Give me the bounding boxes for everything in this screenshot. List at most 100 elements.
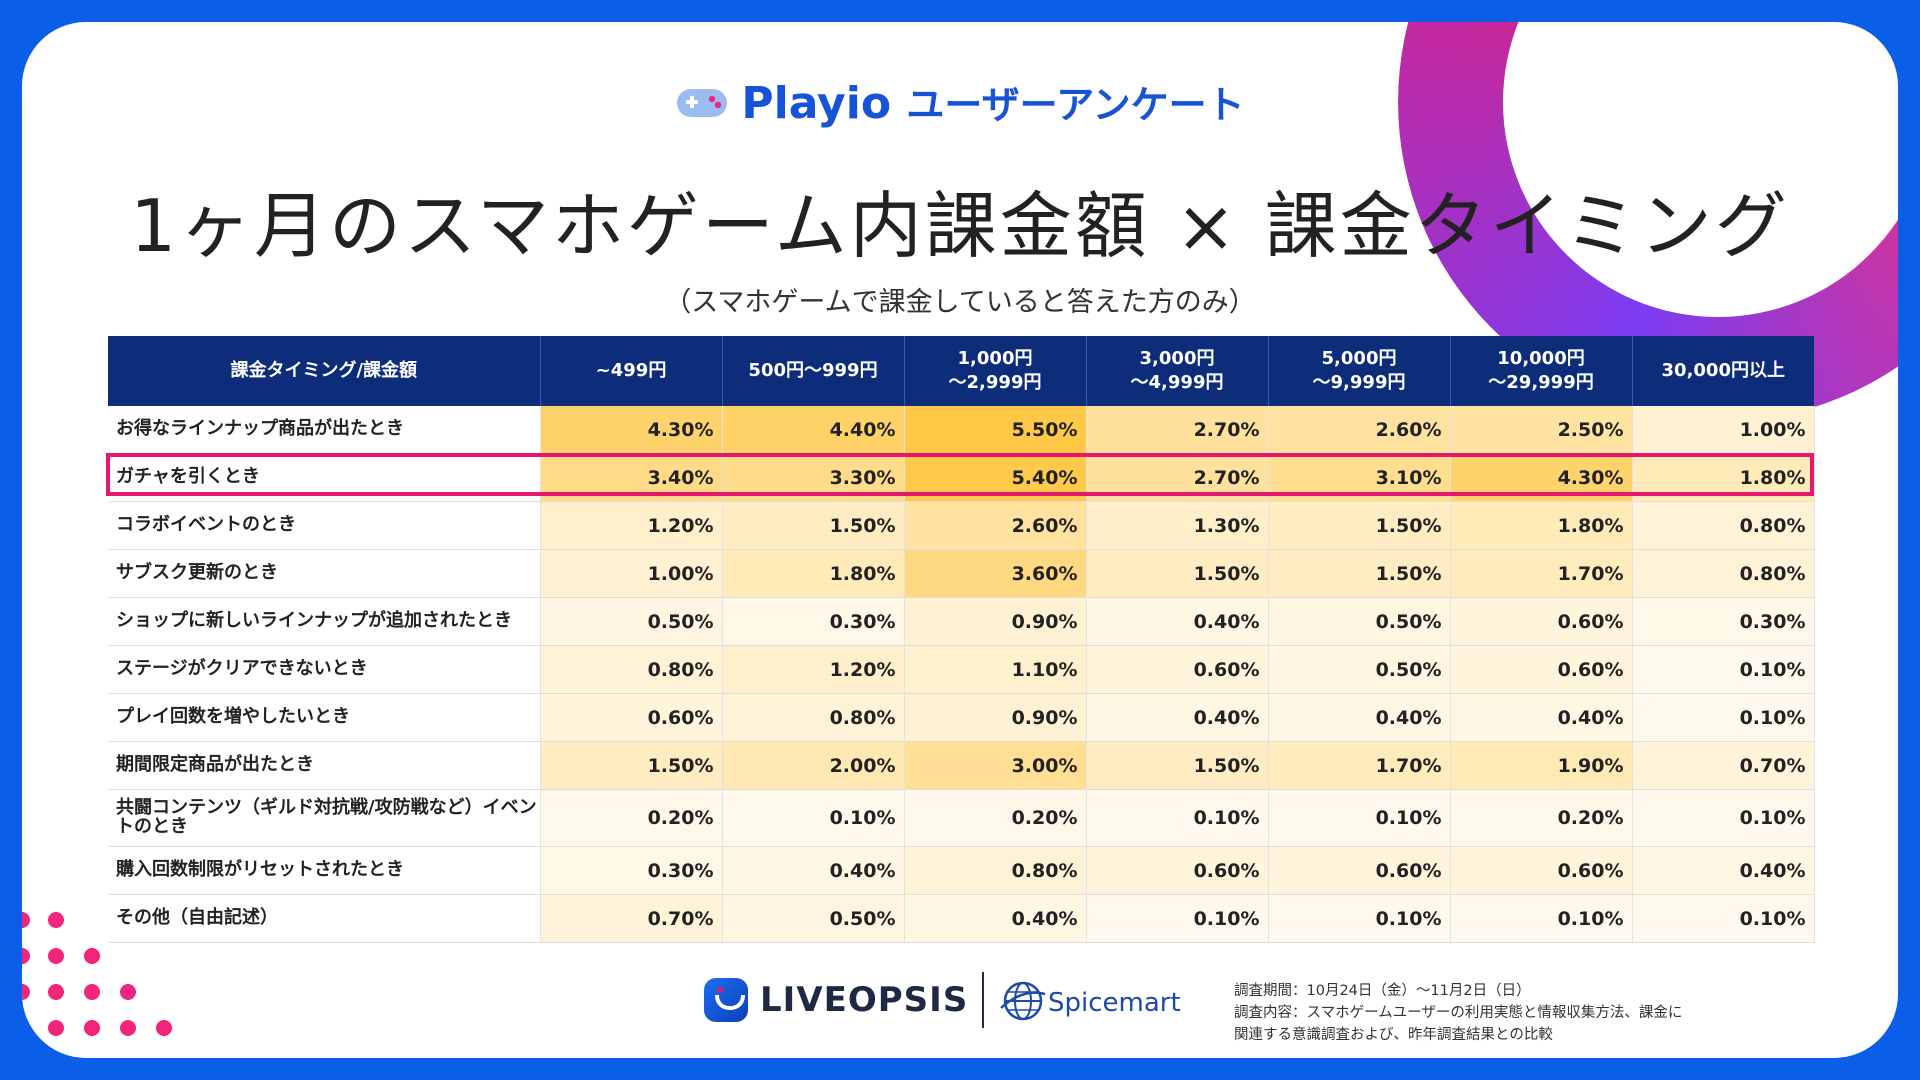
logo-divider (982, 972, 984, 1028)
heat-cell: 0.30% (540, 846, 723, 895)
heat-cell: 0.40% (1086, 597, 1269, 646)
column-header-line: 3,000円 (1139, 347, 1215, 369)
column-header-line: ～29,999円 (1488, 372, 1594, 393)
column-header-line: 30,000円以上 (1661, 359, 1785, 381)
heat-cell: 0.60% (1086, 846, 1269, 895)
column-header: ~499円 (540, 336, 723, 406)
heat-cell: 1.50% (722, 501, 905, 550)
heat-cell: 1.80% (1450, 501, 1633, 550)
footer-logos: LIVEOPSIS Spicemart (704, 972, 1181, 1032)
heat-cell: 1.30% (1086, 501, 1269, 550)
column-header: 1,000円 ～2,999円 (904, 336, 1087, 406)
heat-cell: 0.10% (1632, 894, 1815, 943)
table-row: プレイ回数を増やしたいとき 0.60% 0.80% 0.90% 0.40% 0.40% 0.… (108, 693, 1815, 742)
heat-cell: 3.40% (540, 453, 723, 502)
heat-cell: 0.80% (540, 645, 723, 694)
table-row: ショップに新しいラインナップが追加されたとき 0.50% 0.30% 0.90% 0.4… (108, 597, 1815, 646)
heat-cell: 0.10% (1268, 894, 1451, 943)
decorative-dot (22, 1020, 30, 1036)
heat-cell: 0.70% (1632, 741, 1815, 790)
table-row: ステージがクリアできないとき 0.80% 1.20% 1.10% 0.60% 0.50% 0… (108, 645, 1815, 694)
column-header-line: 5,000円 (1321, 347, 1397, 369)
column-header-line: ~499円 (595, 359, 667, 381)
decorative-dot (84, 1020, 100, 1036)
decorative-dot (48, 948, 64, 964)
heat-cell: 2.60% (904, 501, 1087, 550)
decorative-dots (22, 858, 222, 1058)
decorative-dot (120, 984, 136, 1000)
heat-cell: 0.70% (540, 894, 723, 943)
table-row: 期間限定商品が出たとき 1.50% 2.00% 3.00% 1.50% 1.70% 1.90… (108, 741, 1815, 790)
column-header: 5,000円 ～9,999円 (1268, 336, 1451, 406)
column-header: 500円～999円 (722, 336, 905, 406)
column-header-line: 1,000円 (957, 347, 1033, 369)
heat-cell: 0.10% (1632, 789, 1815, 847)
brand-suffix: ユーザーアンケート (906, 83, 1245, 127)
heat-cell: 1.50% (1268, 549, 1451, 598)
heat-cell: 0.60% (540, 693, 723, 742)
note-line: 調査内容：スマホゲームユーザーの利用実態と情報収集方法、課金に (1234, 1005, 1683, 1021)
heat-cell: 0.50% (1268, 645, 1451, 694)
row-label: その他（自由記述） (108, 894, 541, 943)
decorative-dot (120, 1020, 136, 1036)
heat-cell: 0.60% (1450, 597, 1633, 646)
decorative-dot (48, 1020, 64, 1036)
row-label: ショップに新しいラインナップが追加されたとき (108, 597, 541, 646)
heat-cell: 1.50% (1086, 741, 1269, 790)
heat-cell: 0.80% (722, 693, 905, 742)
row-label: 期間限定商品が出たとき (108, 741, 541, 790)
heat-cell: 0.30% (1632, 597, 1815, 646)
heat-cell: 2.70% (1086, 453, 1269, 502)
row-label: コラボイベントのとき (108, 501, 541, 550)
table-row: サブスク更新のとき 1.00% 1.80% 3.60% 1.50% 1.50% 1.70% 0… (108, 549, 1815, 598)
heat-cell: 0.40% (1632, 846, 1815, 895)
column-header-line: ～4,999円 (1130, 372, 1224, 393)
heat-cell: 1.70% (1268, 741, 1451, 790)
table-header-row: 課金タイミング/課金額 ~499円 500円～999円 1,000円 ～2,999円 3… (108, 336, 1814, 406)
heat-cell: 1.80% (722, 549, 905, 598)
heat-cell: 2.50% (1450, 406, 1633, 454)
heat-cell: 1.90% (1450, 741, 1633, 790)
decorative-dot (22, 948, 30, 964)
survey-notes: 調査期間：10月24日（金）～11月2日（日） 調査内容：スマホゲームユーザーの… (1234, 980, 1794, 1046)
heat-cell: 2.70% (1086, 406, 1269, 454)
liveopsis-logo: LIVEOPSIS (760, 980, 969, 1020)
heat-cell: 0.10% (1450, 894, 1633, 943)
column-header: 30,000円以上 (1632, 336, 1814, 406)
heat-cell: 0.40% (904, 894, 1087, 943)
row-label: ガチャを引くとき (108, 453, 541, 502)
table-row: 共闘コンテンツ（ギルド対抗戦/攻防戦など）イベントのとき 0.20% 0.10% 0.… (108, 789, 1815, 847)
heat-cell: 0.40% (1086, 693, 1269, 742)
row-label: お得なラインナップ商品が出たとき (108, 406, 541, 454)
heat-cell: 0.40% (1450, 693, 1633, 742)
heat-cell: 3.00% (904, 741, 1087, 790)
table-row: その他（自由記述） 0.70% 0.50% 0.40% 0.10% 0.10% 0.10% 0… (108, 894, 1815, 943)
heat-cell: 1.50% (540, 741, 723, 790)
heatmap-table: 課金タイミング/課金額 ~499円 500円～999円 1,000円 ～2,999円 3… (108, 336, 1815, 943)
column-header-line: ～9,999円 (1312, 372, 1406, 393)
decorative-dot (22, 912, 30, 928)
slide-card: Playio ユーザーアンケート 1ヶ月のスマホゲーム内課金額 × 課金タイミン… (22, 22, 1898, 1058)
column-header: 10,000円 ～29,999円 (1450, 336, 1633, 406)
heat-cell: 0.60% (1450, 846, 1633, 895)
heat-cell: 1.50% (1268, 501, 1451, 550)
heat-cell: 0.10% (1086, 894, 1269, 943)
heat-cell: 5.40% (904, 453, 1087, 502)
table-row: お得なラインナップ商品が出たとき 4.30% 4.40% 5.50% 2.70% 2.60… (108, 406, 1815, 454)
heat-cell: 0.20% (1450, 789, 1633, 847)
heat-cell: 0.10% (1632, 645, 1815, 694)
heat-cell: 1.20% (722, 645, 905, 694)
heat-cell: 0.50% (722, 894, 905, 943)
heat-cell: 4.40% (722, 406, 905, 454)
corner-header: 課金タイミング/課金額 (108, 336, 541, 406)
heat-cell: 1.10% (904, 645, 1087, 694)
column-header-line: 10,000円 (1497, 347, 1585, 369)
heat-cell: 4.30% (540, 406, 723, 454)
liveopsis-logo-icon (704, 978, 748, 1022)
heat-cell: 0.60% (1450, 645, 1633, 694)
row-label: プレイ回数を増やしたいとき (108, 693, 541, 742)
brand-name: Playio (741, 78, 892, 129)
heat-cell: 3.10% (1268, 453, 1451, 502)
heat-cell: 0.60% (1086, 645, 1269, 694)
heat-cell: 0.40% (1268, 693, 1451, 742)
